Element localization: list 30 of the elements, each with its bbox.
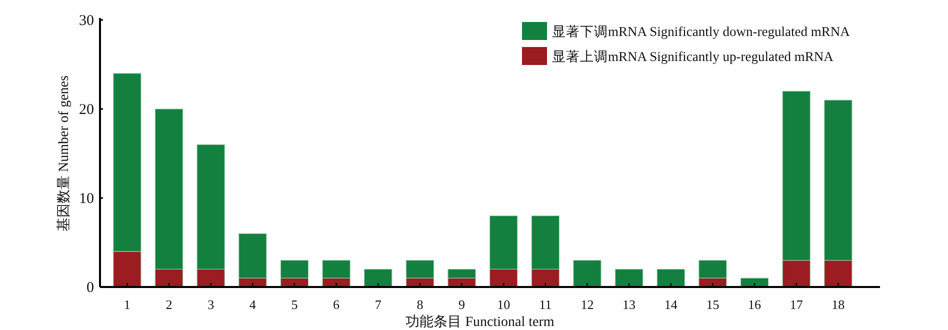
y-tick-label: 20	[79, 102, 94, 118]
y-tick-label: 10	[79, 191, 94, 207]
bar	[573, 260, 602, 288]
x-tick-label: 8	[416, 297, 424, 312]
x-tick-label: 11	[539, 297, 552, 312]
x-tick-label: 13	[622, 297, 636, 312]
x-tick-label: 1	[124, 297, 130, 312]
x-tick-label: 7	[374, 297, 382, 312]
x-tick-label: 5	[291, 297, 298, 312]
bar	[656, 268, 685, 288]
bar	[614, 268, 644, 288]
y-tick-label: 30	[79, 13, 94, 29]
legend-label: 显著上调mRNA Significantly up-regulated mRNA	[552, 49, 834, 64]
x-tick-label: 4	[249, 297, 256, 312]
x-tick-label: 10	[497, 297, 510, 312]
x-axis-title: 功能条目 Functional term	[406, 314, 554, 330]
bar	[364, 268, 392, 288]
legend-label: 显著下调mRNA Significantly down-regulated mRNA	[552, 24, 850, 39]
y-axis-title: 基因数量 Number of genes	[56, 76, 72, 232]
x-tick-label: 12	[580, 297, 594, 312]
x-tick-label: 2	[166, 297, 172, 312]
y-tick-label: 0	[86, 280, 94, 296]
x-tick-label: 9	[458, 297, 466, 312]
x-tick-label: 18	[832, 297, 845, 312]
x-tick-label: 15	[706, 297, 720, 312]
x-tick-label: 3	[208, 297, 214, 312]
x-tick-label: 16	[748, 297, 762, 312]
x-tick-label: 17	[790, 297, 803, 312]
x-tick-label: 6	[333, 297, 340, 312]
x-tick-label: 14	[664, 297, 678, 312]
